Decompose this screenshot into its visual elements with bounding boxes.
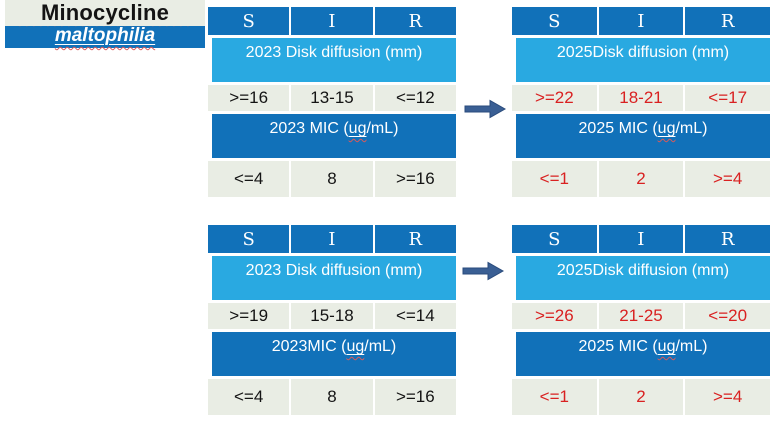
mic-value-r: >=16 [374, 379, 456, 415]
mic-label-suffix: /mL) [675, 338, 708, 355]
mic-ug-underline: ug [658, 120, 676, 137]
mic-label: 2025 MIC (ug/mL) [579, 338, 708, 356]
disk-value-i: 21-25 [598, 303, 684, 329]
breakpoint-table-2023: S I R 2023 Disk diffusion (mm) >=19 15-1… [208, 225, 456, 415]
mic-band: 2025 MIC (ug/mL) [516, 332, 770, 376]
disk-diffusion-band: 2023 Disk diffusion (mm) [212, 38, 456, 82]
disk-diffusion-label: 2023 Disk diffusion (mm) [245, 262, 423, 279]
sir-header-i: I [291, 225, 373, 253]
sir-header-s: S [512, 7, 597, 35]
mic-ug: ug [657, 120, 676, 137]
breakpoint-table-2025: S I R 2025Disk diffusion (mm) >=26 21-25… [512, 225, 770, 415]
mic-ug-underline: ug [346, 338, 364, 355]
disk-value-i: 18-21 [598, 85, 684, 111]
sir-header-i: I [598, 7, 684, 35]
disk-values-row: >=22 18-21 <=17 [512, 85, 770, 111]
mic-label-prefix: 2025 MIC ( [578, 338, 658, 355]
mic-values-row: <=1 2 >=4 [512, 161, 770, 197]
disk-value-i: 13-15 [291, 85, 373, 111]
mic-value-i: 8 [291, 379, 373, 415]
mic-value-r: >=4 [685, 379, 770, 415]
sir-header-r: R [374, 225, 456, 253]
disk-diffusion-band: 2025Disk diffusion (mm) [516, 38, 770, 82]
mic-ug: ug [348, 120, 367, 137]
disk-value-s: >=26 [512, 303, 597, 329]
organism-name-line: maltophilia [54, 24, 156, 46]
right-arrow-icon [462, 261, 505, 281]
disk-value-r: <=20 [685, 303, 770, 329]
mic-label: 2025 MIC (ug/mL) [579, 120, 708, 138]
mic-band: 2025 MIC (ug/mL) [516, 114, 770, 158]
disk-values-row: >=16 13-15 <=12 [208, 85, 456, 111]
mic-value-i: 8 [291, 161, 373, 197]
disk-value-s: >=16 [208, 85, 290, 111]
mic-label: 2023 MIC (ug/mL) [270, 120, 399, 138]
disk-value-r: <=14 [374, 303, 456, 329]
disk-diffusion-band: 2023 Disk diffusion (mm) [212, 256, 456, 300]
sir-header-r: R [374, 7, 456, 35]
mic-label-suffix: /mL) [366, 120, 399, 137]
mic-value-s: <=1 [512, 161, 597, 197]
sir-header-r: R [685, 225, 770, 253]
disk-diffusion-label: 2025Disk diffusion (mm) [556, 262, 730, 279]
mic-label-prefix: 2025 MIC ( [578, 120, 658, 137]
disk-value-i: 15-18 [291, 303, 373, 329]
mic-value-s: <=1 [512, 379, 597, 415]
right-arrow-icon [464, 99, 507, 119]
disk-diffusion-label: 2025Disk diffusion (mm) [556, 44, 730, 61]
disk-values-row: >=19 15-18 <=14 [208, 303, 456, 329]
drug-name-cell: Minocycline [5, 0, 205, 26]
disk-diffusion-band: 2025Disk diffusion (mm) [516, 256, 770, 300]
organism-underline: maltophilia [55, 24, 155, 48]
mic-value-r: >=16 [374, 161, 456, 197]
mic-value-s: <=4 [208, 379, 290, 415]
sir-header-s: S [208, 7, 290, 35]
mic-value-i: 2 [598, 379, 684, 415]
mic-values-row: <=4 8 >=16 [208, 379, 456, 415]
mic-label-suffix: /mL) [675, 120, 708, 137]
sir-header-r: R [685, 7, 770, 35]
mic-band: 2023 MIC (ug/mL) [212, 114, 456, 158]
mic-ug-underline: ug [349, 120, 367, 137]
mic-label-prefix: 2023MIC ( [271, 338, 347, 355]
sir-header-row: S I R [208, 225, 456, 253]
mic-label-suffix: /mL) [364, 338, 397, 355]
disk-value-s: >=22 [512, 85, 597, 111]
mic-value-i: 2 [598, 161, 684, 197]
mic-ug: ug [657, 338, 676, 355]
mic-ug-underline: ug [658, 338, 676, 355]
mic-label-prefix: 2023 MIC ( [269, 120, 349, 137]
mic-values-row: <=1 2 >=4 [512, 379, 770, 415]
mic-band: 2023MIC (ug/mL) [212, 332, 456, 376]
sir-header-row: S I R [512, 7, 770, 35]
sir-header-row: S I R [512, 225, 770, 253]
mic-ug: ug [346, 338, 365, 355]
disk-value-s: >=19 [208, 303, 290, 329]
sir-header-i: I [598, 225, 684, 253]
mic-values-row: <=4 8 >=16 [208, 161, 456, 197]
sir-header-row: S I R [208, 7, 456, 35]
sir-header-i: I [291, 7, 373, 35]
breakpoint-table-2025: S I R 2025Disk diffusion (mm) >=22 18-21… [512, 7, 770, 197]
disk-values-row: >=26 21-25 <=20 [512, 303, 770, 329]
sir-header-s: S [208, 225, 290, 253]
disk-value-r: <=17 [685, 85, 770, 111]
disk-value-r: <=12 [374, 85, 456, 111]
mic-label: 2023MIC (ug/mL) [272, 338, 397, 356]
mic-value-r: >=4 [685, 161, 770, 197]
drug-name: Minocycline [40, 0, 170, 25]
breakpoint-table-2023: S I R 2023 Disk diffusion (mm) >=16 13-1… [208, 7, 456, 197]
mic-value-s: <=4 [208, 161, 290, 197]
sir-header-s: S [512, 225, 597, 253]
disk-diffusion-label: 2023 Disk diffusion (mm) [245, 44, 423, 61]
